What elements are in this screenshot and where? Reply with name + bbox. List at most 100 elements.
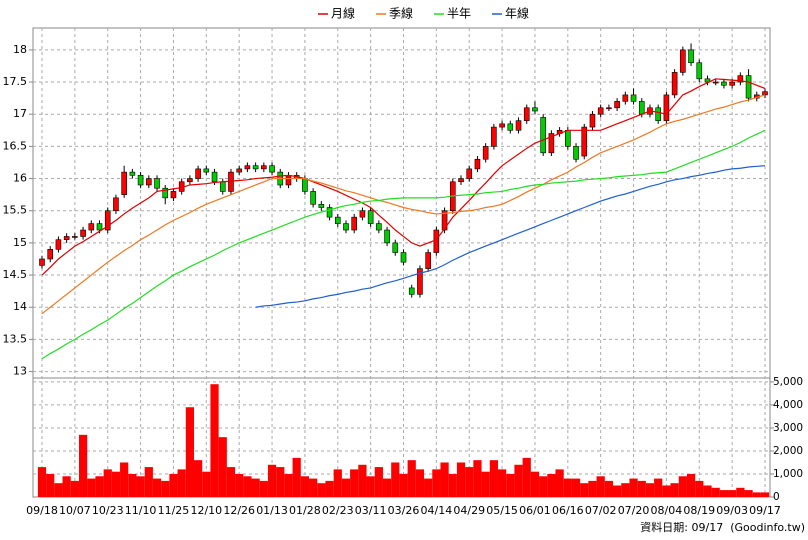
volume-bar — [456, 462, 466, 497]
x-tick-label: 08/19 — [683, 504, 715, 517]
candle-body — [343, 223, 349, 231]
ma-line — [41, 78, 766, 276]
x-tick-label: 06/16 — [552, 504, 584, 517]
volume-bar — [243, 476, 252, 497]
volume-bar — [703, 485, 712, 497]
y2-tick-label: 4,000 — [773, 399, 803, 411]
candle-body — [491, 126, 497, 147]
y2-tick-label: 0 — [773, 491, 780, 503]
volume-bar — [333, 469, 342, 497]
volume-bar — [637, 480, 646, 497]
candle-body — [762, 91, 768, 96]
candle-body — [162, 187, 169, 199]
candle-body — [737, 75, 744, 83]
volume-bar — [522, 457, 531, 497]
candle-body — [72, 236, 78, 238]
volume-bar — [432, 469, 441, 497]
x-tick-label: 11/10 — [125, 504, 157, 517]
legend-label: 月線 — [331, 6, 355, 21]
volume-bar — [711, 487, 720, 497]
volume-bar — [465, 467, 474, 497]
volume-bar — [358, 464, 367, 497]
candle-body — [39, 258, 45, 266]
candle-body — [581, 126, 588, 157]
candle-body — [474, 158, 481, 170]
candle-body — [146, 178, 152, 186]
candle-body — [211, 171, 218, 183]
candle-body — [47, 249, 54, 260]
volume-bar — [300, 476, 310, 497]
legend-label: 半年 — [447, 7, 471, 21]
candle-body — [244, 165, 251, 170]
y-tick-label: 18 — [13, 43, 27, 56]
volume-bar — [588, 480, 597, 497]
plot-frame — [32, 27, 771, 498]
volume-bar — [374, 467, 383, 497]
volume-bar — [366, 476, 375, 497]
volume-bar — [128, 473, 137, 497]
candle-body — [310, 191, 316, 205]
volume-bar — [309, 478, 318, 497]
volume-bar — [563, 478, 572, 497]
volume-bar — [144, 467, 153, 497]
candle-body — [417, 268, 423, 295]
volume-bar — [161, 480, 170, 497]
volume-bar — [202, 471, 211, 497]
volume-bar — [604, 480, 614, 497]
volume-bar — [317, 483, 326, 497]
candle-body — [565, 129, 571, 147]
footer: 資料日期: 09/17 (Goodinfo.tw) — [640, 520, 805, 534]
candle-body — [638, 101, 645, 115]
candle-body — [466, 168, 473, 179]
candle-body — [104, 210, 111, 231]
x-tick-label: 09/17 — [749, 504, 781, 517]
x-tick-label: 10/07 — [59, 504, 91, 517]
candle-body — [367, 210, 374, 224]
candle-body — [606, 107, 612, 110]
x-tick-label: 10/23 — [92, 504, 124, 517]
candle-body — [671, 72, 678, 96]
candle-body — [696, 62, 703, 80]
candle-body — [236, 168, 242, 173]
x-tick-label: 12/10 — [190, 504, 222, 517]
volume-bar — [276, 467, 285, 497]
volume-bar — [407, 460, 416, 497]
candle-body — [113, 197, 119, 212]
volume-bar — [547, 473, 556, 497]
candle-body — [614, 101, 620, 109]
candle-body — [400, 252, 407, 263]
x-tick-label: 04/14 — [421, 504, 453, 517]
volume-bar — [391, 462, 400, 497]
volume-bar — [152, 478, 162, 497]
candle-body — [203, 168, 210, 173]
volume-bar — [111, 471, 121, 497]
volume-bar — [185, 407, 194, 497]
candle-body — [137, 175, 144, 186]
candle-body — [121, 171, 127, 195]
candle-body — [88, 223, 95, 231]
volume-bar — [481, 471, 490, 497]
candle-body — [499, 123, 505, 128]
volume-bar — [62, 476, 71, 497]
y-tick-label: 15 — [13, 236, 27, 249]
candle-body — [573, 146, 579, 160]
candle-body — [441, 210, 448, 231]
candle-body — [433, 229, 440, 253]
candle-body — [154, 178, 160, 189]
volume-bar — [284, 473, 293, 497]
candle-body — [532, 107, 538, 112]
volume-bar — [695, 480, 704, 497]
y-tick-label: 17 — [13, 107, 27, 120]
volume-bar — [719, 490, 729, 497]
candle-body — [80, 229, 86, 237]
volume-bar — [120, 462, 129, 497]
volume-bar — [654, 478, 663, 497]
x-tick-label: 07/02 — [585, 504, 617, 517]
legend-label: 季線 — [389, 6, 413, 21]
volume-bar — [489, 460, 498, 497]
volume-bar — [70, 480, 79, 497]
candle-body — [351, 216, 358, 231]
volume-bar — [686, 473, 696, 497]
volume-bar — [136, 476, 145, 497]
y-tick-label: 16 — [13, 172, 27, 185]
